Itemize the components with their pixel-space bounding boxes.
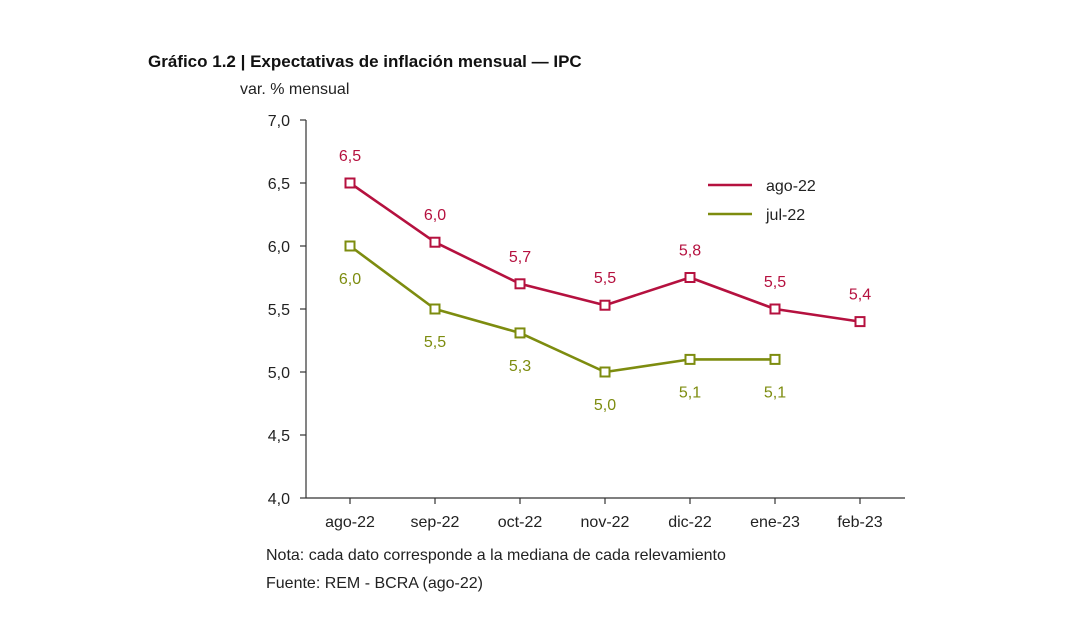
data-label-ago-22: 6,0 [424, 207, 446, 224]
data-point-ago-22 [769, 303, 781, 315]
x-tick-label: oct-22 [498, 514, 543, 531]
data-point-jul-22 [684, 353, 696, 365]
data-point-ago-22 [429, 236, 441, 248]
data-label-jul-22: 5,0 [594, 397, 616, 414]
chart-source: Fuente: REM - BCRA (ago-22) [266, 575, 483, 592]
y-tick-label: 5,5 [268, 302, 290, 319]
data-label-jul-22: 5,3 [509, 358, 531, 375]
data-point-jul-22 [429, 303, 441, 315]
y-tick-label: 5,0 [268, 365, 290, 382]
data-point-ago-22 [514, 278, 526, 290]
data-point-jul-22 [514, 327, 526, 339]
data-labels-layer: 6,5 6,0 5,7 5,5 5,8 5,5 5,4 6,0 5,5 5,3 5,0 5,1 5,1 [339, 148, 871, 414]
data-label-ago-22: 5,4 [849, 287, 871, 304]
y-tick-label: 4,5 [268, 428, 290, 445]
data-point-jul-22 [344, 240, 356, 252]
series-jul-22 [344, 240, 781, 378]
data-point-ago-22 [684, 272, 696, 283]
y-tick-label: 6,5 [268, 176, 290, 193]
data-point-jul-22 [769, 353, 781, 365]
x-tick-label: nov-22 [581, 514, 630, 531]
data-point-jul-22 [599, 366, 611, 378]
x-tick-label: sep-22 [411, 514, 460, 531]
y-tick-label: 4,0 [268, 491, 290, 508]
data-label-jul-22: 5,5 [424, 334, 446, 351]
data-label-jul-22: 5,1 [764, 384, 786, 401]
data-label-jul-22: 6,0 [339, 271, 361, 288]
chart-note: Nota: cada dato corresponde a la mediana… [266, 547, 726, 564]
legend-label-ago-22: ago-22 [766, 178, 816, 195]
axes: 4,0 4,5 5,0 5,5 6,0 6,5 7,0 ago-22 sep-22 oct-22 n… [268, 113, 905, 531]
legend: ago-22 jul-22 [708, 178, 816, 224]
data-label-jul-22: 5,1 [679, 384, 701, 401]
data-label-ago-22: 5,8 [679, 243, 701, 260]
data-point-ago-22 [854, 316, 866, 328]
data-label-ago-22: 6,5 [339, 148, 361, 165]
data-label-ago-22: 5,7 [509, 249, 531, 266]
series-line-jul-22 [349, 244, 775, 374]
chart-title: Gráfico 1.2 | Expectativas de inflación … [148, 52, 582, 71]
data-point-ago-22 [599, 299, 611, 311]
series-ago-22 [344, 177, 866, 328]
data-label-ago-22: 5,5 [764, 274, 786, 291]
x-tick-label: dic-22 [668, 514, 712, 531]
x-tick-label: ago-22 [325, 514, 375, 531]
y-axis-unit-label: var. % mensual [240, 81, 350, 98]
x-tick-label: ene-23 [750, 514, 800, 531]
x-tick-label: feb-23 [837, 514, 882, 531]
y-tick-label: 6,0 [268, 239, 290, 256]
data-point-ago-22 [344, 177, 356, 189]
y-tick-label: 7,0 [268, 113, 290, 130]
data-label-ago-22: 5,5 [594, 270, 616, 287]
legend-label-jul-22: jul-22 [765, 207, 805, 224]
series-layer [344, 177, 866, 378]
